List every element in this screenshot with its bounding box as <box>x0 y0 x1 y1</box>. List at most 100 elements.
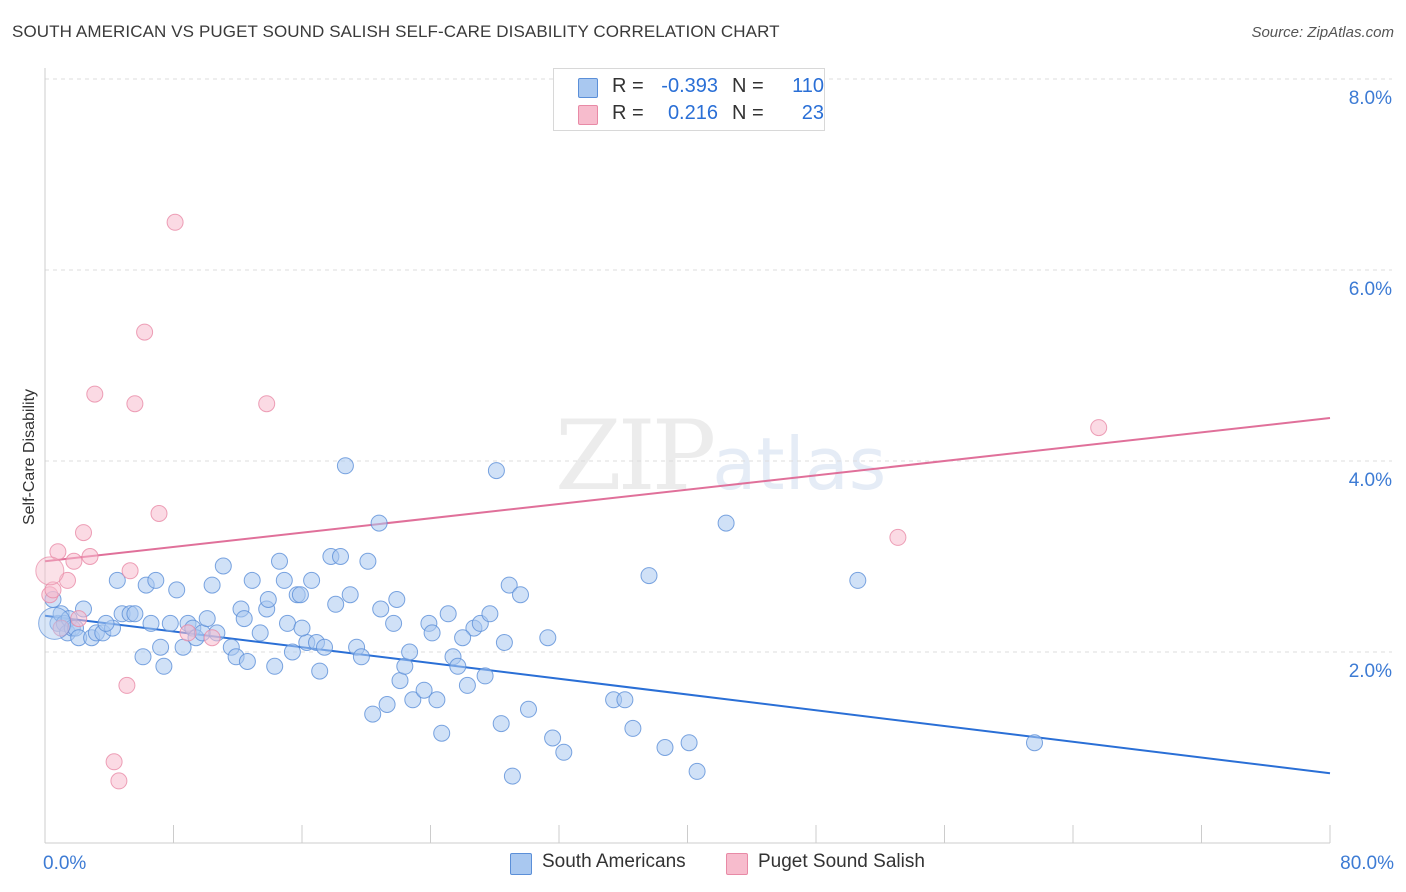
point-south-americans <box>168 581 186 599</box>
point-south-americans-cluster <box>38 606 72 640</box>
point-south-americans <box>359 552 377 570</box>
point-puget-sound-salish <box>166 213 184 231</box>
point-south-americans <box>271 552 288 570</box>
point-south-americans <box>214 557 232 575</box>
point-south-americans <box>203 576 221 594</box>
point-south-americans <box>487 462 505 480</box>
legend-n-value: 23 <box>801 102 824 124</box>
point-south-americans <box>1026 734 1043 752</box>
legend-n-value: 110 <box>792 75 824 97</box>
trend-lines <box>44 417 1331 775</box>
point-south-americans <box>134 648 152 666</box>
source-credit: Source: ZipAtlas.com <box>1251 24 1394 41</box>
x-tick-label: 0.0% <box>43 853 86 874</box>
point-south-americans <box>336 457 354 475</box>
watermark-zip: ZIP <box>555 400 716 512</box>
point-puget-sound-salish <box>52 619 70 637</box>
point-puget-sound-salish <box>889 528 907 546</box>
point-south-americans <box>428 691 446 709</box>
point-south-americans <box>458 676 476 694</box>
bottom-legend-label: Puget Sound Salish <box>758 851 925 872</box>
point-puget-sound-salish <box>105 753 123 771</box>
point-puget-sound-salish <box>1090 419 1108 437</box>
point-south-americans <box>332 548 349 565</box>
legend-r-value: 0.216 <box>667 102 718 124</box>
point-south-americans <box>364 705 382 723</box>
point-south-americans <box>544 729 562 747</box>
point-south-americans <box>259 591 277 608</box>
point-puget-sound-salish <box>203 629 221 647</box>
point-puget-sound-salish <box>70 610 88 628</box>
point-puget-sound-salish <box>65 552 83 570</box>
point-puget-sound-salish <box>44 581 62 599</box>
point-south-americans <box>454 629 472 647</box>
bottom-legend-swatch-pink <box>726 853 748 875</box>
point-puget-sound-salish <box>81 548 99 565</box>
point-south-americans <box>640 567 658 585</box>
point-south-americans <box>616 691 634 709</box>
point-south-americans <box>849 571 867 589</box>
point-south-americans <box>688 762 706 780</box>
data-points <box>35 213 1108 790</box>
point-south-americans <box>388 591 406 608</box>
correlation-legend: R = -0.393 N = 110 R = 0.216 N = 23 <box>553 68 825 131</box>
point-south-americans <box>303 571 321 589</box>
point-south-americans <box>378 696 396 713</box>
trend-line-puget-sound-salish <box>44 417 1331 563</box>
trend-line-south-americans <box>44 614 1331 775</box>
chart-title: SOUTH AMERICAN VS PUGET SOUND SALISH SEL… <box>12 22 780 41</box>
point-south-americans <box>152 638 170 656</box>
point-puget-sound-salish <box>118 676 136 694</box>
point-puget-sound-salish <box>75 524 92 542</box>
point-puget-sound-salish <box>150 505 168 522</box>
point-south-americans <box>415 681 433 699</box>
point-south-americans <box>401 643 419 661</box>
point-south-americans <box>495 634 513 651</box>
legend-r-value: -0.393 <box>661 75 718 97</box>
point-south-americans <box>142 614 160 632</box>
point-south-americans <box>97 614 115 632</box>
axes <box>44 68 1331 844</box>
point-south-americans <box>251 624 269 642</box>
point-south-americans <box>433 724 451 742</box>
point-south-americans <box>291 586 309 604</box>
point-south-americans <box>372 600 390 618</box>
bottom-legend-label: South Americans <box>542 851 686 872</box>
grid-lines <box>45 78 1392 653</box>
point-south-americans <box>341 586 359 604</box>
legend-n-label: N = <box>732 75 764 97</box>
point-south-americans <box>503 767 521 785</box>
point-south-americans <box>385 614 403 632</box>
point-south-americans <box>555 743 573 761</box>
point-south-americans <box>108 571 126 589</box>
point-south-americans <box>275 571 293 589</box>
point-south-americans <box>492 715 510 733</box>
y-axis-label: Self-Care Disability <box>21 388 38 526</box>
point-south-americans <box>391 672 409 690</box>
point-puget-sound-salish <box>110 772 128 790</box>
point-south-americans <box>512 586 529 604</box>
point-south-americans <box>370 514 388 532</box>
point-south-americans <box>481 605 499 623</box>
y-tick-label: 6.0% <box>1349 279 1392 300</box>
point-south-americans <box>147 571 165 589</box>
point-south-americans <box>126 605 144 623</box>
point-south-americans <box>238 653 256 670</box>
legend-r-label: R = <box>612 75 644 97</box>
point-south-americans <box>404 691 422 709</box>
watermark-atlas: atlas <box>712 422 887 506</box>
point-south-americans <box>656 739 674 756</box>
point-puget-sound-salish <box>136 323 154 341</box>
point-puget-sound-salish <box>179 624 197 642</box>
point-south-americans <box>283 643 301 661</box>
tick-labels: 2.0% 4.0% 6.0% 8.0% 0.0% 80.0% <box>43 88 1394 874</box>
point-south-americans <box>279 614 296 632</box>
point-south-americans <box>243 571 261 589</box>
point-south-americans <box>476 667 494 685</box>
point-south-americans <box>352 648 370 666</box>
point-south-americans <box>717 514 735 532</box>
point-south-americans <box>520 700 537 718</box>
point-south-americans <box>439 605 457 623</box>
point-south-americans <box>423 624 441 642</box>
point-south-americans <box>396 657 414 675</box>
